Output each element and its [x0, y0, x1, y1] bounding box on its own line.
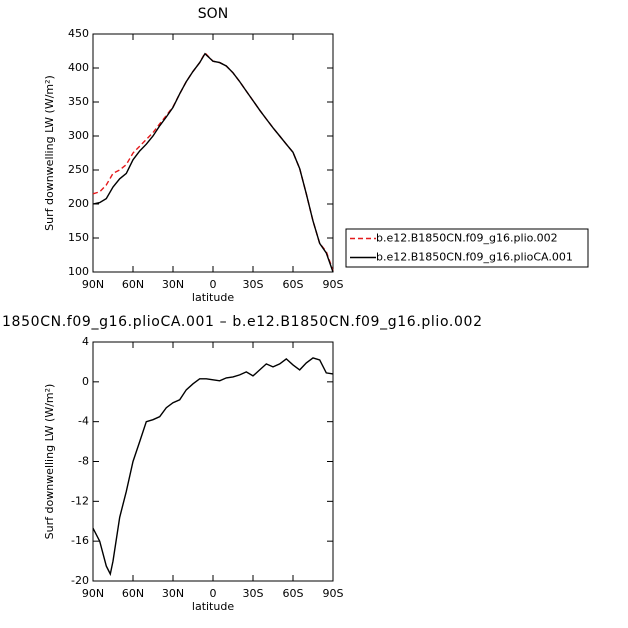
y-tick-label: 450: [68, 27, 89, 40]
x-axis-label: latitude: [192, 291, 234, 304]
y-tick-label: -4: [78, 415, 89, 428]
x-tick-label: 30N: [162, 278, 184, 291]
x-tick-label: 0: [210, 587, 217, 600]
x-tick-label: 0: [210, 278, 217, 291]
y-tick-label: 350: [68, 95, 89, 108]
y-tick-label: -8: [78, 455, 89, 468]
x-tick-label: 30S: [243, 278, 264, 291]
chart-title: 1850CN.f09_g16.plioCA.001 – b.e12.B1850C…: [2, 314, 482, 330]
y-tick-label: -12: [71, 494, 89, 507]
y-tick-label: 150: [68, 231, 89, 244]
legend-label: b.e12.B1850CN.f09_g16.plio.002: [376, 232, 558, 245]
y-tick-label: 300: [68, 129, 89, 142]
x-tick-label: 30N: [162, 587, 184, 600]
y-tick-label: 200: [68, 197, 89, 210]
plot-frame: [92, 341, 334, 582]
plot-frame: [92, 33, 334, 273]
series-line: [92, 357, 334, 577]
x-tick-label: 60S: [283, 278, 304, 291]
y-tick-label: 400: [68, 61, 89, 74]
x-tick-label: 90S: [323, 587, 344, 600]
x-tick-label: 30S: [243, 587, 264, 600]
x-tick-label: 60S: [283, 587, 304, 600]
y-tick-label: 100: [68, 265, 89, 278]
legend-label: b.e12.B1850CN.f09_g16.plioCA.001: [376, 251, 573, 264]
y-tick-label: 250: [68, 163, 89, 176]
y-tick-label: 0: [82, 375, 89, 388]
y-axis-label: Surf downwelling LW (W/m²): [43, 384, 56, 540]
legend-box: [345, 228, 589, 268]
x-tick-label: 90S: [323, 278, 344, 291]
x-tick-label: 60N: [122, 278, 144, 291]
y-tick-label: -20: [71, 574, 89, 587]
y-axis-label: Surf downwelling LW (W/m²): [43, 75, 56, 231]
x-axis-label: latitude: [192, 600, 234, 613]
x-tick-label: 90N: [82, 278, 104, 291]
series-line: [92, 52, 334, 273]
x-tick-label: 60N: [122, 587, 144, 600]
y-tick-label: -16: [71, 534, 89, 547]
chart-title: SON: [198, 6, 228, 22]
x-tick-label: 90N: [82, 587, 104, 600]
y-tick-label: 4: [82, 335, 89, 348]
